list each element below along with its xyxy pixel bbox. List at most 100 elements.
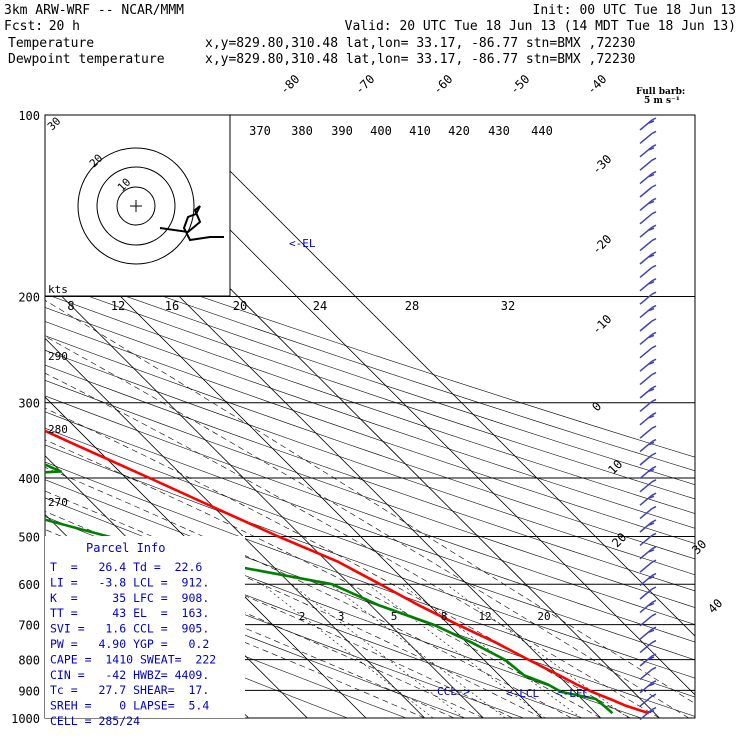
dry-adiabat-line: [45, 280, 695, 500]
wind-barb-flag: [651, 546, 657, 550]
wind-barb-staff: [639, 467, 653, 479]
wind-barb-flag: [651, 599, 657, 604]
wind-barb-flag: [651, 639, 657, 644]
wind-barb-staff: [639, 709, 653, 721]
parcel-info-row: CELL = 285/24: [50, 714, 140, 728]
wind-barb-staff: [639, 199, 653, 211]
mixing-ratio-label-low: 5: [391, 610, 398, 623]
pressure-tick-700: 700: [18, 619, 40, 633]
wind-barb-flag: [651, 492, 657, 496]
isotherm-label: -70: [352, 72, 377, 97]
isotherm-line: [45, 396, 367, 718]
wind-barb-flag: [651, 331, 657, 336]
mixing-ratio-label-low: 2: [299, 610, 306, 623]
wind-barb-flag: [648, 147, 655, 151]
wind-barb-staff: [639, 132, 653, 144]
wind-barb-flag: [651, 117, 657, 121]
wind-barb-staff: [639, 387, 653, 399]
wind-barb-flag: [648, 709, 655, 714]
pressure-tick-1000: 1000: [11, 712, 40, 726]
wind-barb-staff: [639, 441, 653, 453]
wind-barb-flag: [648, 683, 655, 687]
parcel-info-row: Tc = 27.7 SHEAR= 17.: [50, 683, 209, 697]
dry-adiabat-label: 410: [409, 124, 431, 138]
wind-barb-flag: [651, 425, 657, 429]
temperature-field-info: x,y=829.80,310.48 lat,lon= 33.17, -86.77…: [205, 36, 635, 51]
dry-adiabat-label: 440: [531, 124, 553, 138]
init-time: Init: 00 UTC Tue 18 Jun 13: [533, 3, 737, 18]
dry-adiabat-line: [45, 335, 695, 560]
isotherm-label: 10: [605, 457, 625, 477]
isotherm-label: -40: [584, 72, 609, 97]
dry-adiabat-label: 430: [488, 124, 510, 138]
wind-barb-staff: [639, 494, 653, 506]
el-label: <-EL: [289, 237, 316, 250]
wind-barb-flag: [648, 281, 655, 285]
wind-barb-flag: [651, 693, 657, 697]
lfc-label: <-LFC: [556, 687, 589, 700]
wind-barb-flag: [651, 251, 657, 255]
isotherm-label: 0: [589, 399, 604, 414]
model-title: 3km ARW-WRF -- NCAR/MMM: [4, 3, 184, 18]
moist-adiabat-line: [45, 559, 425, 718]
wind-barb-flag: [648, 227, 655, 231]
isotherm-label: -60: [430, 72, 455, 97]
wind-barb-staff: [639, 400, 653, 412]
parcel-info-row: SREH = 0 LAPSE= 5.4: [50, 699, 209, 713]
parcel-info-row: LI = -3.8 LCL = 912.: [50, 575, 209, 589]
hodograph-ring-inner: [116, 186, 156, 226]
pressure-tick-600: 600: [18, 578, 40, 592]
mixing-ratio-label: 12: [111, 299, 125, 313]
wind-barb-flag: [648, 120, 655, 124]
wind-barb-flag: [648, 441, 655, 446]
wind-barb-flag: [651, 170, 657, 175]
isotherm-line: [173, 115, 695, 637]
barb-legend-value: 5 m s⁻¹: [644, 96, 680, 106]
dewpoint-field-name: Dewpoint temperature: [8, 52, 165, 67]
parcel-info-row: CAPE = 1410 SWEAT= 222: [50, 652, 216, 666]
parcel-info-row: CIN = -42 HWBZ= 4409.: [50, 668, 209, 682]
wind-barb-staff: [639, 601, 653, 613]
wind-barb-staff: [639, 561, 653, 573]
wind-barb-flag: [651, 197, 657, 202]
moist-adiabat-line: [45, 372, 660, 718]
wind-barb-flag: [651, 224, 657, 228]
wind-barb-staff: [639, 266, 653, 278]
mixing-ratio-label: 16: [165, 299, 179, 313]
wind-barb-flag: [648, 388, 655, 392]
wind-barb-flag: [651, 130, 657, 135]
mixing-ratio-label: 20: [233, 299, 247, 313]
wind-barb-flag: [651, 452, 657, 456]
wind-barb-flag: [648, 575, 655, 580]
wind-barb-staff: [639, 280, 653, 292]
mixing-ratio-line: [401, 583, 582, 718]
wind-barb-staff: [639, 588, 653, 600]
wind-barb-flag: [648, 307, 655, 312]
isotherm-label: 40: [705, 596, 725, 616]
moist-adiabat-line: [45, 490, 543, 718]
isotherm-label: -20: [589, 232, 614, 257]
moist-adiabat-line: [45, 466, 572, 718]
wind-barb-staff: [639, 668, 653, 680]
pressure-tick-100: 100: [18, 109, 40, 123]
wind-barb-staff: [639, 240, 653, 252]
wind-barb-flag: [651, 264, 657, 269]
hodograph-inset: 10 20 30 kts: [44, 114, 231, 297]
mixing-ratio-label: 8: [67, 299, 74, 313]
parcel-info-row: SVI = 1.6 CCL = 905.: [50, 622, 209, 636]
wind-barb-staff: [639, 159, 653, 171]
valid-time: Valid: 20 UTC Tue 18 Jun 13 (14 MDT Tue …: [345, 19, 736, 34]
dewpoint-trace: [45, 463, 614, 715]
hodograph-ring-outer: [77, 147, 195, 265]
wind-barb-flag: [651, 572, 657, 577]
isotherm-label: 20: [609, 530, 629, 550]
dry-adiabat-label: 370: [249, 124, 271, 138]
parcel-info-title: Parcel Info: [86, 541, 165, 555]
wind-barb-flag: [651, 358, 657, 362]
mixing-ratio-label-low: 8: [441, 610, 448, 623]
wind-barb-flag: [648, 629, 655, 633]
isotherm-label: -10: [589, 312, 614, 337]
wind-barb-flag: [648, 173, 655, 178]
lcl-label: <-LCL: [506, 687, 539, 700]
wind-barb-flag: [651, 184, 657, 188]
